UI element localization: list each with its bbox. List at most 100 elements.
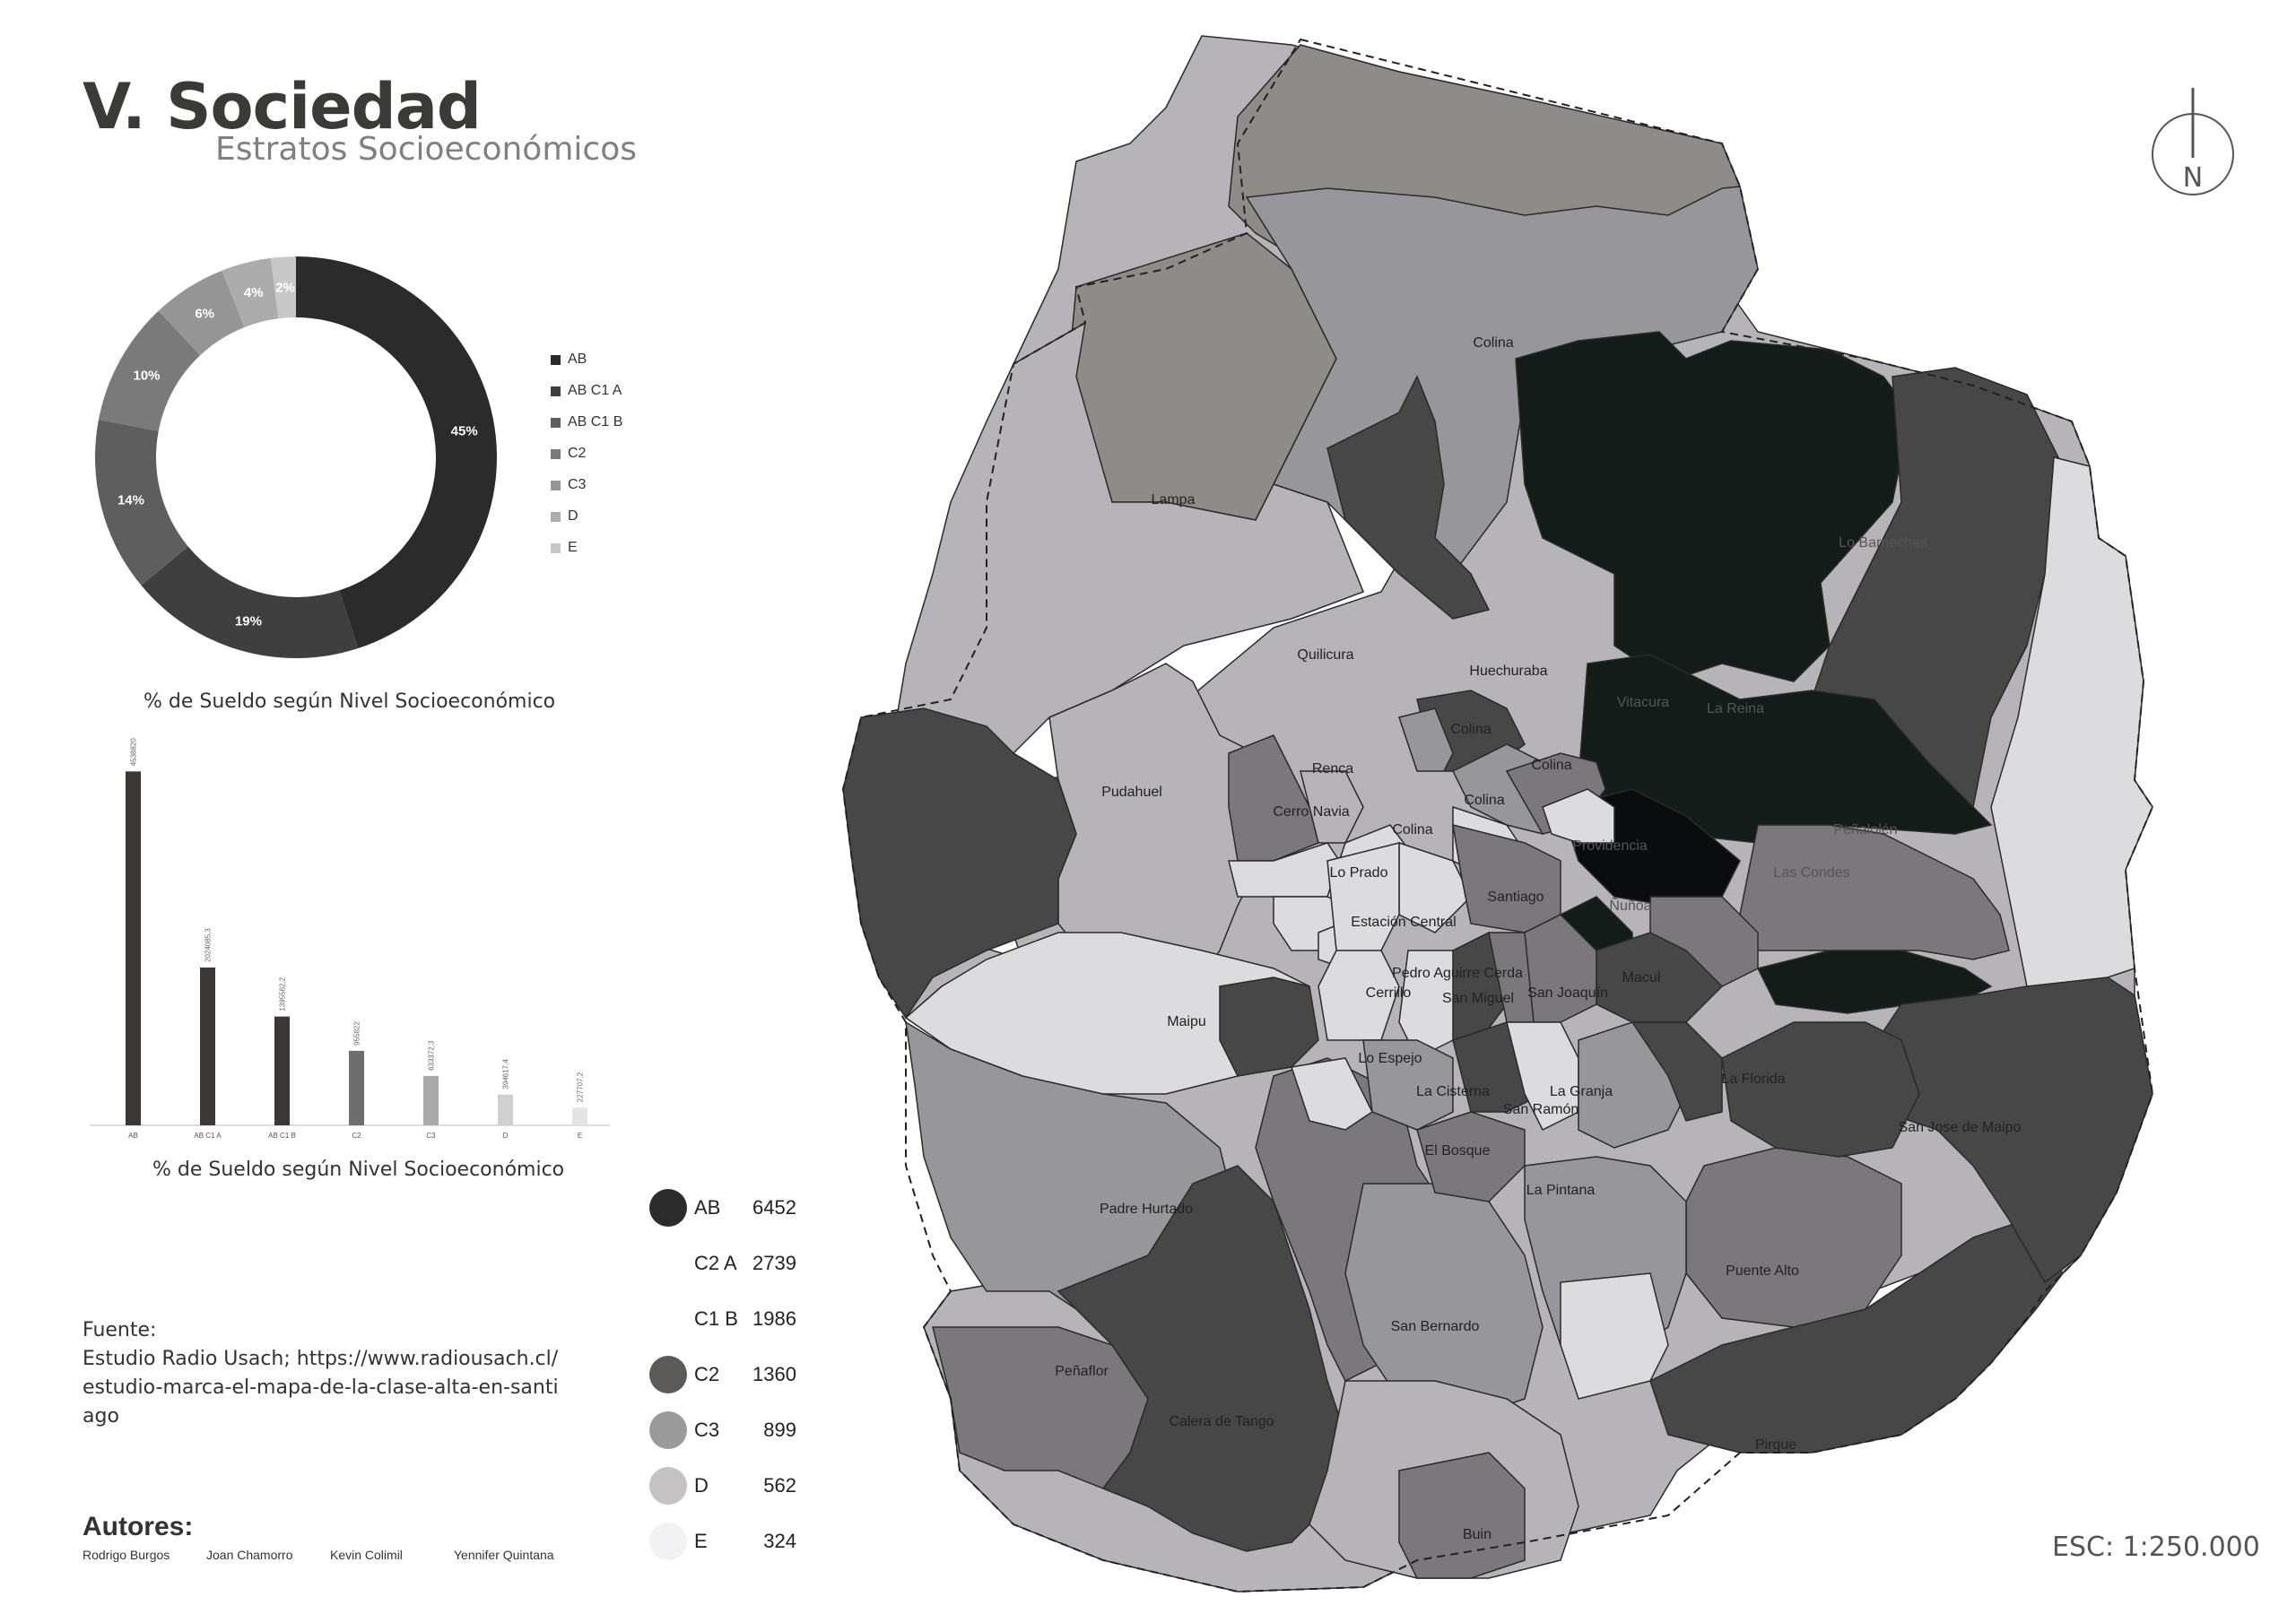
- comuna-label: Huechuraba: [1469, 664, 1547, 679]
- legend-swatch: [649, 1300, 687, 1338]
- comuna-region: [1416, 1111, 1526, 1202]
- comuna-region: [1515, 331, 1911, 682]
- donut-slice-label: 4%: [244, 285, 264, 300]
- legend-value: 324: [763, 1530, 796, 1552]
- comuna-region: [1560, 1272, 1669, 1400]
- legend-value: 1986: [752, 1307, 796, 1330]
- bar-value-label: 633372,3: [428, 1040, 436, 1071]
- source-block: Fuente: Estudio Radio Usach; https://www…: [83, 1316, 567, 1431]
- comuna-label: Las Condes: [1773, 865, 1849, 881]
- legend-label: C3: [568, 477, 587, 492]
- strata-legend-item: C3 899: [649, 1411, 796, 1451]
- comuna-label: San Bernardo: [1391, 1319, 1480, 1334]
- comuna-label: La Granja: [1550, 1084, 1613, 1099]
- bar-value-label: 955822: [353, 1021, 361, 1046]
- strata-legend-item: E 324: [649, 1523, 796, 1562]
- comuna-label: San Ramón: [1503, 1102, 1579, 1117]
- comuna-label: Cerrillo: [1366, 985, 1412, 1001]
- comuna-label: Estación Central: [1351, 915, 1456, 930]
- comuna-label: Cerro Navia: [1273, 804, 1349, 820]
- legend-swatch: [551, 448, 561, 459]
- comuna-label: Pirque: [1755, 1437, 1796, 1453]
- bar-value-label: 394617,4: [502, 1059, 510, 1089]
- legend-label: AB C1 A: [568, 383, 622, 398]
- comuna-region: [1219, 976, 1319, 1077]
- comuna-region: [1326, 375, 1491, 620]
- bar: [200, 967, 215, 1125]
- bar-chart-caption: % de Sueldo según Nivel Socioeconómico: [152, 1159, 565, 1181]
- comuna-label: San Miguel: [1442, 991, 1514, 1006]
- donut-legend-item: AB C1 A: [551, 383, 622, 403]
- author-name: Yennifer Quintana: [454, 1548, 554, 1562]
- bar: [349, 1050, 364, 1125]
- legend-label: C2 A: [694, 1252, 737, 1274]
- author-name: Rodrigo Burgos: [83, 1548, 170, 1562]
- comuna-label: La Florida: [1721, 1072, 1785, 1087]
- comuna-label: La Reina: [1707, 701, 1764, 716]
- donut-chart: 45% 19% 14% 10% 6% 4% 2%: [95, 256, 498, 658]
- page-subtitle: Estratos Socioeconómicos: [215, 131, 637, 168]
- legend-swatch: [649, 1523, 687, 1560]
- source-label: Fuente:: [83, 1319, 157, 1341]
- comuna-label: La Cisterna: [1416, 1084, 1490, 1099]
- comuna-label: Ñuñoa: [1609, 896, 1651, 914]
- donut-legend-item: AB: [551, 352, 587, 371]
- comuna-region: [1398, 707, 1454, 772]
- donut-slice-label: 19%: [235, 613, 262, 629]
- comuna-label: San Joaquín: [1527, 985, 1608, 1001]
- scale-label: ESC: 1:250.000: [2052, 1532, 2260, 1563]
- x-tick-label: AB C1 B: [268, 1132, 296, 1140]
- donut-slice-label: 6%: [195, 307, 214, 322]
- legend-value: 6452: [752, 1196, 796, 1219]
- legend-label: C1 B: [694, 1307, 738, 1330]
- comuna-label: La Pintana: [1526, 1183, 1596, 1198]
- comuna-label: Lampa: [1152, 492, 1196, 508]
- comuna-label: Lo Espejo: [1358, 1051, 1422, 1066]
- bar: [274, 1016, 290, 1125]
- comuna-region: [1542, 788, 1615, 844]
- legend-label: E: [568, 540, 578, 555]
- legend-label: E: [694, 1530, 708, 1552]
- legend-value: 2739: [752, 1252, 796, 1274]
- comuna-region: [1649, 896, 1759, 987]
- comuna-region: [1291, 1057, 1373, 1131]
- donut-slice: [222, 257, 279, 327]
- strata-legend-item: C1 B 1986: [649, 1300, 796, 1340]
- donut-legend-item: AB C1 B: [551, 414, 622, 434]
- comuna-label: Padre Hurtado: [1100, 1202, 1193, 1217]
- page-title: V. Sociedad: [83, 70, 482, 143]
- bar-value-label: 227707,2: [577, 1072, 585, 1102]
- comuna-label: Colina: [1392, 822, 1432, 838]
- donut-slice: [98, 310, 201, 431]
- bar: [572, 1107, 587, 1125]
- x-tick-label: E: [578, 1132, 582, 1140]
- donut-slice: [141, 546, 359, 658]
- authors-title: Autores:: [83, 1512, 194, 1541]
- donut-slice: [296, 256, 498, 649]
- legend-swatch: [551, 354, 561, 365]
- comuna-label: Santiago: [1487, 890, 1544, 905]
- legend-label: C2: [568, 446, 587, 461]
- strata-legend-item: D 562: [649, 1467, 796, 1506]
- strata-legend-item: AB 6452: [649, 1189, 796, 1228]
- donut-slice-label: 14%: [117, 492, 144, 508]
- bar: [126, 771, 141, 1125]
- donut-slice-label: 45%: [451, 423, 478, 438]
- comuna-label: Peñalolén: [1833, 822, 1897, 838]
- comuna-label: Peñaflor: [1055, 1364, 1109, 1379]
- x-tick-label: D: [503, 1132, 509, 1140]
- comuna-label: El Bosque: [1425, 1143, 1491, 1159]
- author-name: Kevin Colimil: [330, 1548, 403, 1562]
- north-letter: N: [2183, 162, 2203, 194]
- x-tick-label: C3: [426, 1132, 436, 1140]
- legend-label: AB: [568, 352, 587, 367]
- donut-legend: AB AB C1 A AB C1 B C2 C3 D E: [551, 352, 676, 567]
- comuna-label: Renca: [1312, 761, 1353, 777]
- legend-swatch: [649, 1189, 687, 1227]
- x-tick-label: AB C1 A: [194, 1132, 222, 1140]
- donut-legend-item: D: [551, 508, 578, 528]
- legend-swatch: [649, 1467, 687, 1505]
- comuna-label: Colina: [1450, 722, 1491, 737]
- comuna-label: Colina: [1531, 758, 1571, 773]
